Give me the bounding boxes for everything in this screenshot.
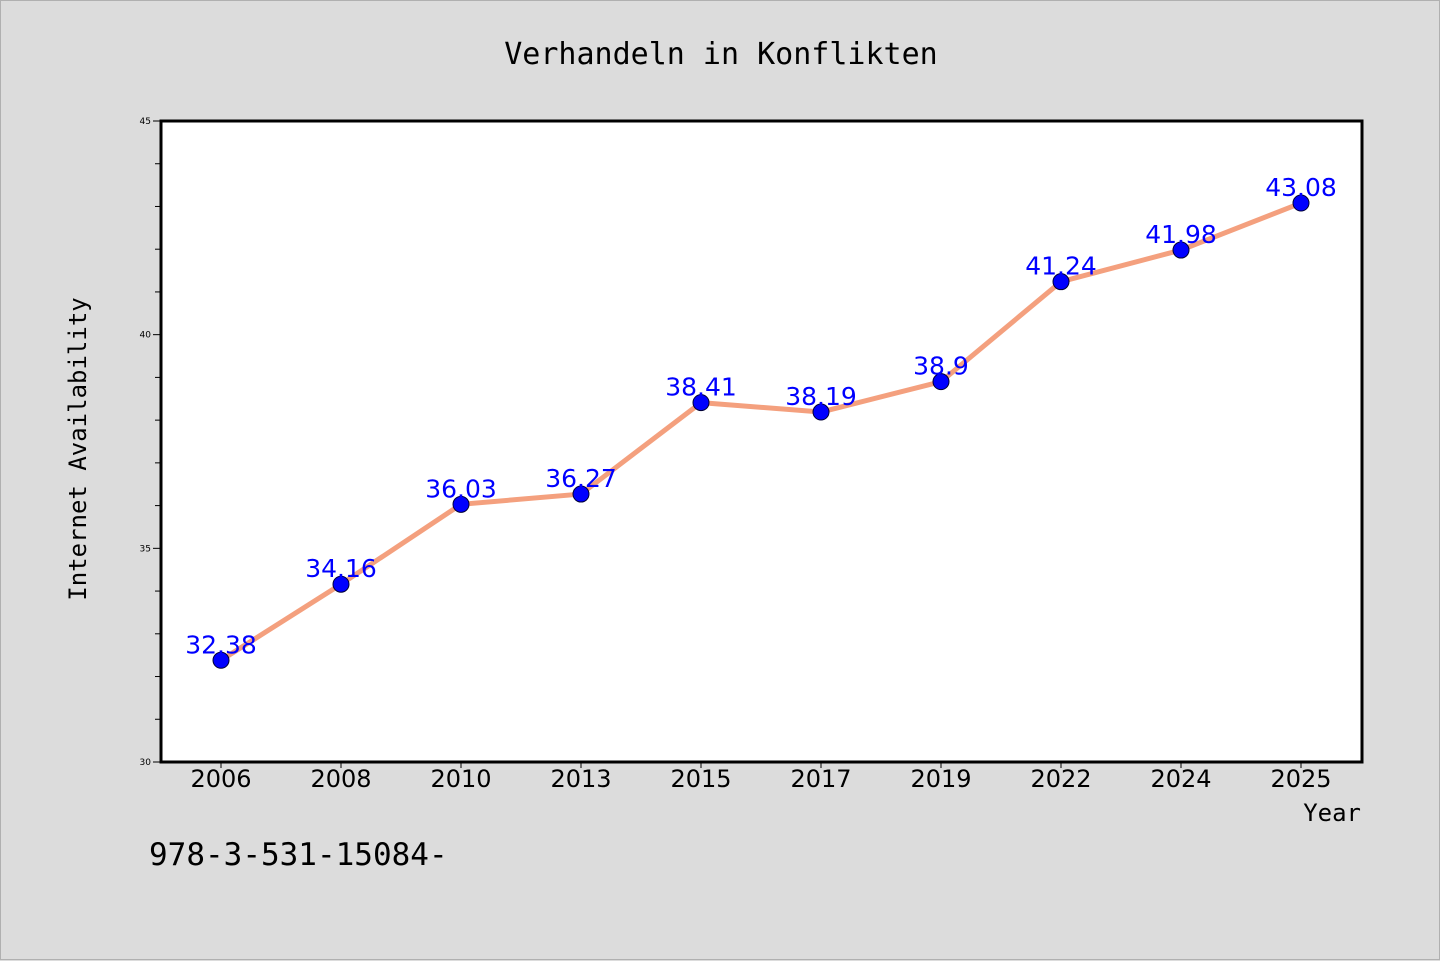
x-tick-label: 2010 [430,765,491,793]
data-label: 38.19 [785,382,857,411]
data-point [452,495,470,513]
x-tick-label: 2013 [550,765,611,793]
data-point [812,403,830,421]
x-axis-label: Year [1303,799,1361,827]
plot-area [159,119,1364,764]
y-tick-label: 35 [140,544,151,554]
data-point [212,651,230,669]
data-label: 32.38 [185,630,257,659]
x-tick-label: 2022 [1030,765,1091,793]
data-label: 36.03 [425,474,497,503]
x-tick-label: 2025 [1270,765,1331,793]
data-point [1052,273,1070,291]
chart-title: Verhandeln in Konflikten [504,37,937,72]
x-tick-label: 2015 [670,765,731,793]
data-labels: 32.38 34.16 36.03 36.27 38.41 38.19 38.9 41.24 4… [185,173,1337,659]
data-point [692,394,710,412]
series-polyline [218,200,1304,663]
x-tick-label: 2017 [790,765,851,793]
data-label: 41.98 [1145,220,1217,249]
data-label: 43.08 [1265,173,1337,202]
footer-text: 978-3-531-15084- [149,837,448,873]
data-label: 34.16 [305,554,377,583]
data-label: 38.41 [665,373,737,402]
data-point [932,373,950,391]
data-point [1172,241,1190,259]
data-point [332,575,350,593]
y-tick-label: 40 [140,331,152,341]
x-tick-label: 2024 [1150,765,1211,793]
data-markers [212,194,1310,669]
data-point [572,485,590,503]
y-axis-label: Internet Availability [64,297,92,600]
x-tick-label: 2008 [310,765,371,793]
y-tick-label: 45 [140,117,151,127]
series-line [218,200,1304,663]
data-label: 38.9 [913,352,969,381]
y-axis: 30 35 40 45 [140,117,161,768]
data-label: 41.24 [1025,252,1097,281]
data-point [1292,194,1310,212]
data-label: 36.27 [545,464,617,493]
x-tick-label: 2006 [190,765,251,793]
x-axis: 2006 2008 2010 2013 2015 2017 2019 2022 2024 2025 [190,762,1332,793]
x-tick-label: 2019 [910,765,971,793]
y-tick-label: 30 [140,758,152,768]
